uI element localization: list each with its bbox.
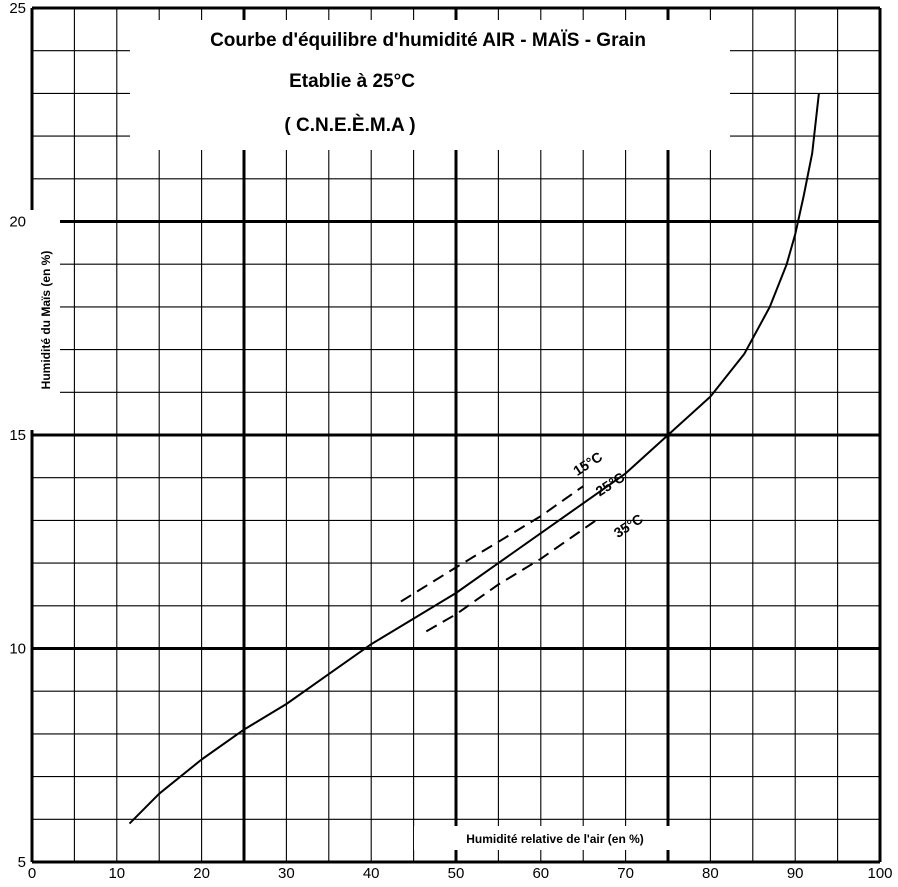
y-tick-label: 5 <box>18 854 26 871</box>
series-label: 35°C <box>611 510 646 540</box>
x-tick-label: 80 <box>702 865 719 882</box>
series-labels: 25°C15°C 35°C <box>570 448 646 541</box>
x-tick-label: 20 <box>193 865 210 882</box>
chart-title: Courbe d'équilibre d'humidité AIR - MAÏS… <box>210 30 646 51</box>
x-axis-label: Humidité relative de l'air (en %) <box>466 832 644 846</box>
x-tick-label: 50 <box>448 865 465 882</box>
series-line <box>400 485 584 603</box>
grid <box>30 6 882 864</box>
y-tick-label: 15 <box>9 427 26 444</box>
chart-source: ( C.N.E.È.M.A ) <box>284 114 415 136</box>
series-line <box>425 519 597 633</box>
x-tick-label: 100 <box>867 865 892 882</box>
y-tick-label: 25 <box>9 0 26 17</box>
series-label: 15°C <box>570 448 605 478</box>
x-tick-label: 10 <box>108 865 125 882</box>
series-line <box>128 93 820 825</box>
y-axis-label: Humidité du Maïs (en %) <box>39 251 53 390</box>
x-tick-label: 70 <box>617 865 634 882</box>
series <box>128 93 820 825</box>
x-tick-label: 30 <box>278 865 295 882</box>
y-tick-label: 20 <box>9 214 26 231</box>
x-tick-label: 60 <box>532 865 549 882</box>
chart-subtitle: Etablie à 25°C <box>289 71 415 92</box>
x-tick-label: 90 <box>787 865 804 882</box>
y-axis-label-background <box>30 210 60 430</box>
x-tick-label: 40 <box>363 865 380 882</box>
x-axis-label-background <box>414 826 694 850</box>
title-background <box>130 20 730 150</box>
series-label: 25°C <box>593 469 628 499</box>
x-tick-label: 0 <box>28 865 36 882</box>
tick-labels: 0 10 20 30 40 50 60 70 80 90 100 5 10 15 20 25 <box>9 0 892 882</box>
y-tick-label: 10 <box>9 641 26 658</box>
